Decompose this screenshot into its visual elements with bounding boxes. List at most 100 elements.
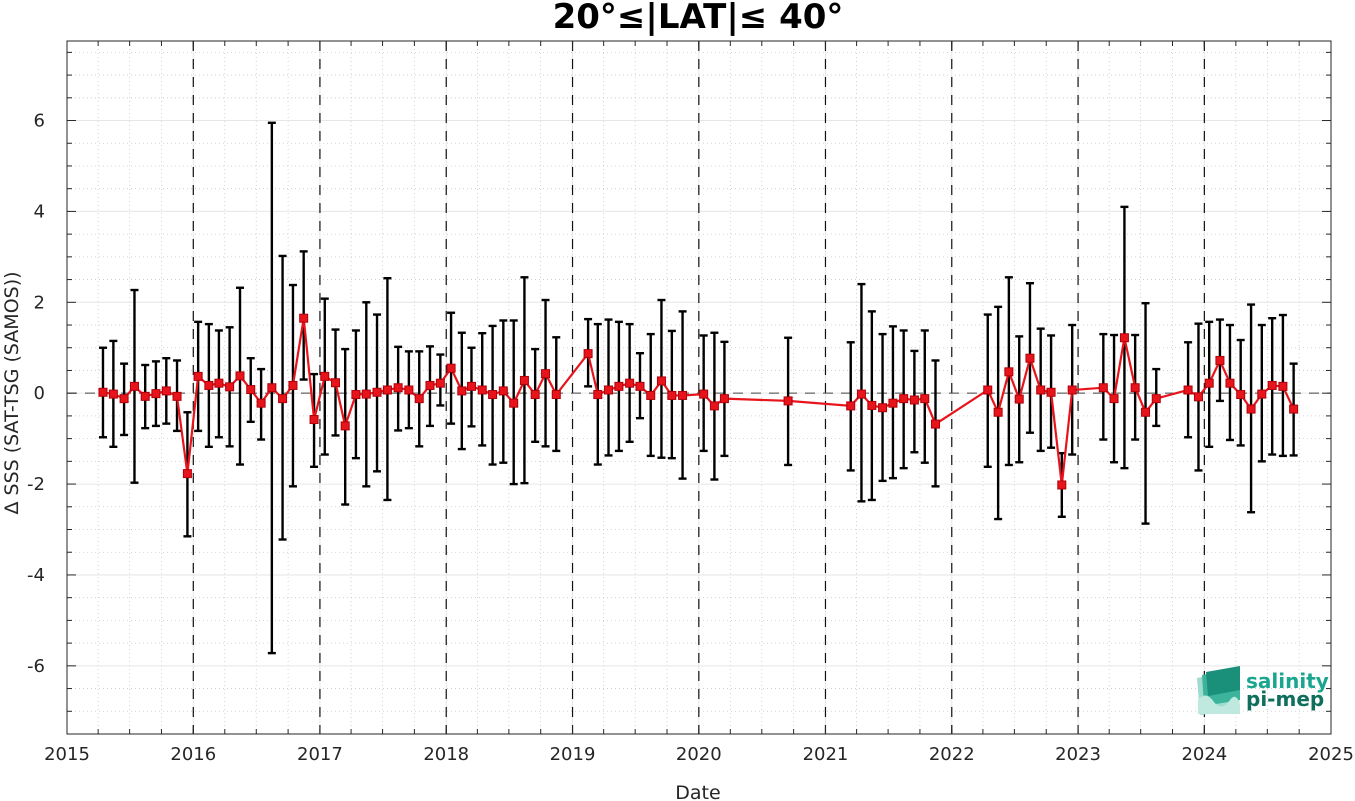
logo-text-pi-mep: pi-mep bbox=[1246, 687, 1324, 711]
x-tick-label: 2024 bbox=[1181, 744, 1227, 765]
data-point-marker bbox=[519, 375, 529, 385]
y-tick-label: -2 bbox=[27, 474, 45, 495]
data-point-marker bbox=[509, 398, 519, 408]
x-tick-label: 2025 bbox=[1308, 744, 1354, 765]
data-point-marker bbox=[98, 387, 108, 397]
data-point-marker bbox=[340, 421, 350, 431]
x-tick-label: 2019 bbox=[550, 744, 596, 765]
data-point-marker bbox=[530, 390, 540, 400]
salinity-pi-mep-logo: salinity pi-mep bbox=[1197, 666, 1329, 715]
y-tick-labels: -6 -4 -2 0 2 4 6 bbox=[27, 111, 45, 677]
data-point-marker bbox=[182, 469, 192, 479]
data-point-marker bbox=[1257, 389, 1267, 399]
data-point-marker bbox=[635, 381, 645, 391]
data-point-marker bbox=[604, 385, 614, 395]
data-point-marker bbox=[678, 390, 688, 400]
data-point-marker bbox=[140, 391, 150, 401]
data-point-marker bbox=[1246, 404, 1256, 414]
data-point-marker bbox=[1057, 480, 1067, 490]
data-point-marker bbox=[1204, 378, 1214, 388]
y-tick-label: 4 bbox=[34, 201, 45, 222]
data-point-marker bbox=[267, 383, 277, 393]
data-point-marker bbox=[931, 419, 941, 429]
data-point-marker bbox=[320, 371, 330, 381]
data-point-marker bbox=[1141, 407, 1151, 417]
data-point-marker bbox=[1278, 381, 1288, 391]
data-point-marker bbox=[699, 389, 709, 399]
y-tick-label: 0 bbox=[34, 383, 45, 404]
y-tick-label: 6 bbox=[34, 111, 45, 132]
data-point-marker bbox=[846, 401, 856, 411]
data-point-marker bbox=[246, 385, 256, 395]
data-point-marker bbox=[119, 394, 129, 404]
data-point-marker bbox=[425, 380, 435, 390]
x-tick-label: 2016 bbox=[170, 744, 216, 765]
data-point-marker bbox=[646, 390, 656, 400]
data-point-marker bbox=[256, 398, 266, 408]
x-tick-label: 2020 bbox=[676, 744, 722, 765]
data-point-marker bbox=[351, 390, 361, 400]
data-point-marker bbox=[204, 380, 214, 390]
data-point-marker bbox=[1004, 367, 1014, 377]
logo-text-salinity: salinity bbox=[1246, 669, 1329, 693]
data-point-marker bbox=[719, 394, 729, 404]
x-axis-label: Date bbox=[675, 782, 720, 801]
data-point-marker bbox=[414, 394, 424, 404]
data-point-marker bbox=[656, 376, 666, 386]
data-point-marker bbox=[899, 394, 909, 404]
axis-ticks bbox=[66, 41, 1332, 734]
data-point-marker bbox=[1267, 380, 1277, 390]
data-point-marker bbox=[225, 382, 235, 392]
x-tick-label: 2017 bbox=[297, 744, 343, 765]
data-point-marker bbox=[446, 363, 456, 373]
data-point-marker bbox=[1014, 394, 1024, 404]
data-point-marker bbox=[1215, 355, 1225, 365]
x-tick-label: 2018 bbox=[423, 744, 469, 765]
data-point-marker bbox=[856, 389, 866, 399]
data-point-marker bbox=[466, 381, 476, 391]
data-point-marker bbox=[909, 395, 919, 405]
data-point-marker bbox=[498, 386, 508, 396]
data-point-marker bbox=[1289, 404, 1299, 414]
wave-logo-icon bbox=[1197, 666, 1240, 715]
data-point-marker bbox=[983, 385, 993, 395]
data-point-marker bbox=[235, 371, 245, 381]
data-point-marker bbox=[783, 396, 793, 406]
year-separators bbox=[192, 41, 1205, 734]
data-point-marker bbox=[214, 378, 224, 388]
data-point-marker bbox=[288, 380, 298, 390]
data-point-marker bbox=[625, 378, 635, 388]
data-point-marker bbox=[372, 387, 382, 397]
data-point-marker bbox=[1225, 378, 1235, 388]
data-point-marker bbox=[331, 378, 341, 388]
data-point-marker bbox=[108, 389, 118, 399]
data-point-marker bbox=[1193, 392, 1203, 402]
y-tick-label: -4 bbox=[27, 565, 45, 586]
data-point-marker bbox=[404, 385, 414, 395]
x-tick-label: 2022 bbox=[929, 744, 975, 765]
data-point-marker bbox=[278, 394, 288, 404]
data-point-marker bbox=[1151, 394, 1161, 404]
series-markers bbox=[98, 313, 1299, 490]
data-point-marker bbox=[1067, 385, 1077, 395]
data-point-marker bbox=[1130, 383, 1140, 393]
data-point-marker bbox=[309, 415, 319, 425]
y-tick-label: -6 bbox=[27, 656, 45, 677]
data-point-marker bbox=[1036, 385, 1046, 395]
data-point-marker bbox=[667, 390, 677, 400]
data-point-marker bbox=[993, 407, 1003, 417]
data-point-marker bbox=[361, 389, 371, 399]
data-point-marker bbox=[382, 385, 392, 395]
data-point-marker bbox=[172, 391, 182, 401]
data-point-marker bbox=[1183, 385, 1193, 395]
data-point-marker bbox=[193, 371, 203, 381]
data-point-marker bbox=[488, 390, 498, 400]
y-axis-label: Δ SSS (SAT-TSG (SAMOS)) bbox=[1, 271, 23, 514]
data-point-marker bbox=[1098, 383, 1108, 393]
x-tick-labels: 2015 2016 2017 2018 2019 2020 2021 2022 2023 2024… bbox=[44, 744, 1354, 765]
data-point-marker bbox=[457, 386, 467, 396]
x-tick-label: 2021 bbox=[803, 744, 849, 765]
chart-title: 20°≤|LAT|≤ 40° bbox=[553, 0, 844, 37]
data-point-marker bbox=[867, 400, 877, 410]
data-point-marker bbox=[1109, 394, 1119, 404]
